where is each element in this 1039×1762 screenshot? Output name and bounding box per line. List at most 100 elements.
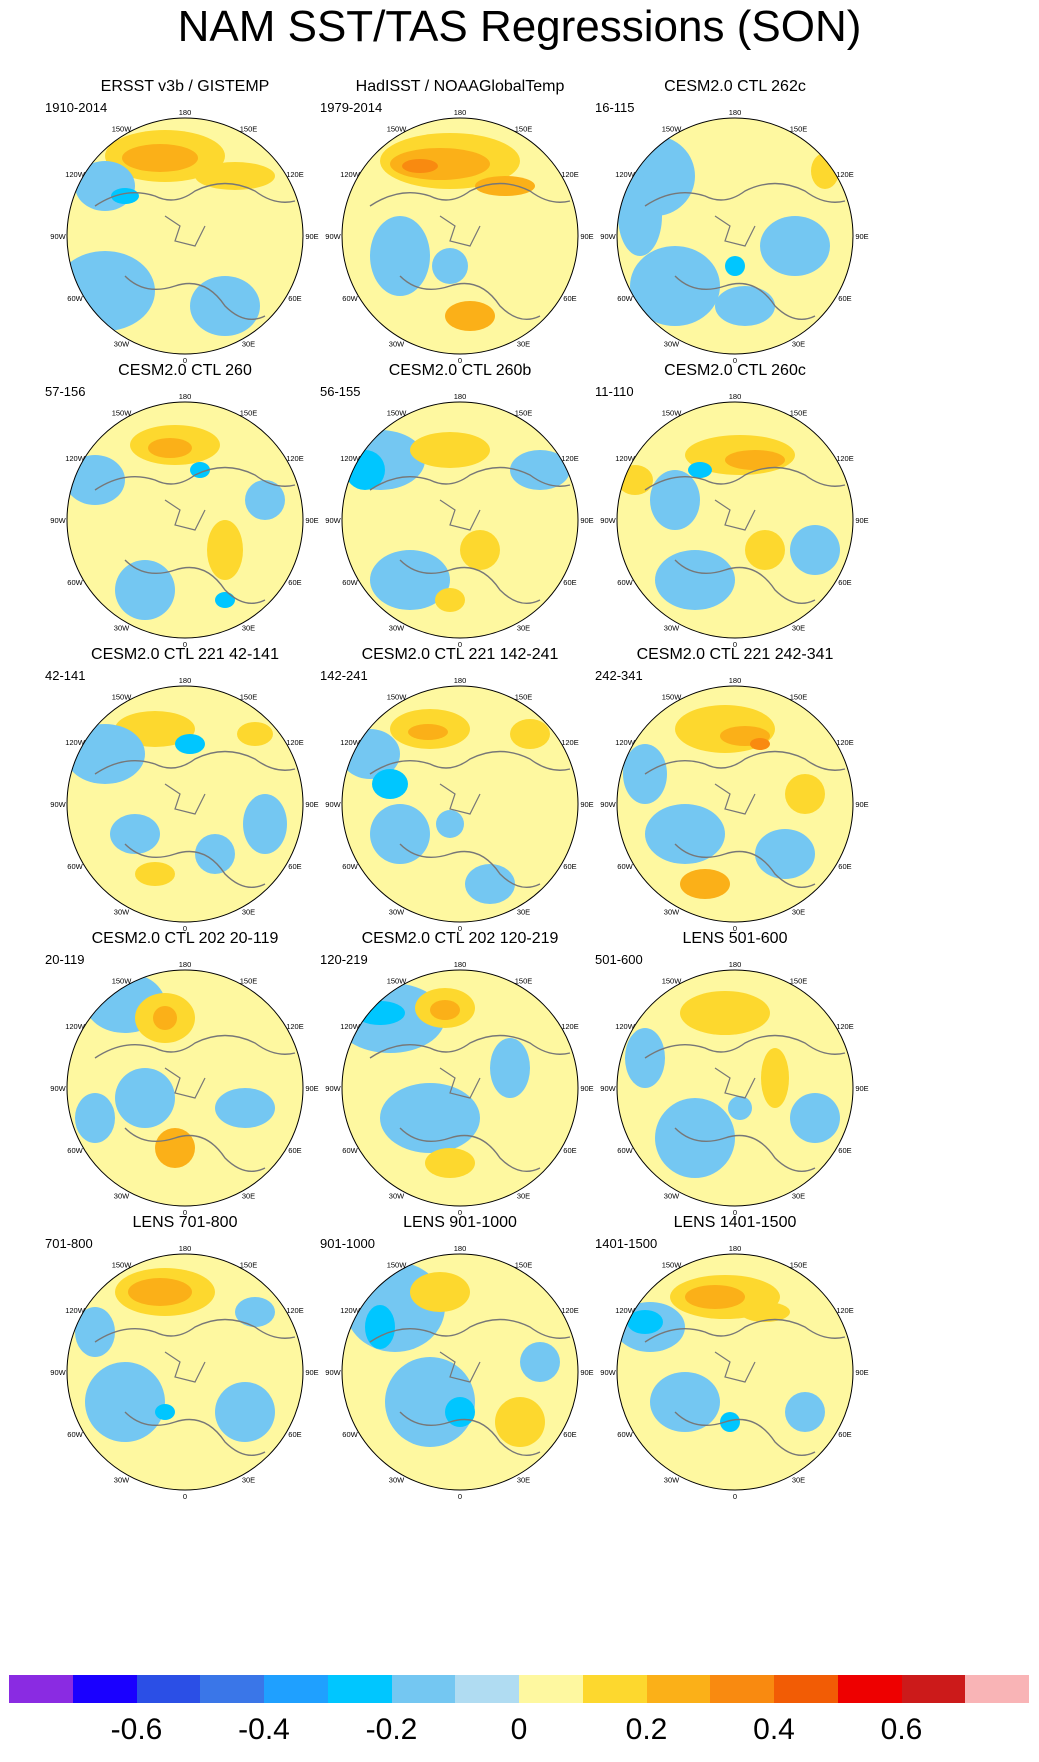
longitude-label: 120W <box>615 170 636 179</box>
anomaly-contour <box>760 216 830 276</box>
longitude-label: 90W <box>600 1084 616 1093</box>
map-border <box>66 685 304 923</box>
longitude-label: 180 <box>729 108 742 117</box>
map-border <box>341 1253 579 1491</box>
coastline <box>94 182 296 207</box>
longitude-label: 90W <box>325 232 341 241</box>
coastline <box>124 559 266 604</box>
polar-map: 180 150E 120E 90E 60E 30E 0 30W 60W 90W 120W 150W <box>50 676 318 933</box>
longitude-label: 180 <box>729 392 742 401</box>
longitude-label: 90E <box>855 232 868 241</box>
polar-map: 180 150E 120E 90E 60E 30E 0 30W 60W 90W 120W 150W <box>50 392 318 649</box>
map-border <box>616 401 854 639</box>
panel-title: CESM2.0 CTL 221 142-241 <box>361 646 559 663</box>
longitude-label: 150E <box>790 693 808 702</box>
longitude-label: 30E <box>242 907 255 916</box>
anomaly-contour <box>410 1272 470 1312</box>
longitude-label: 30E <box>242 1475 255 1484</box>
longitude-label: 150E <box>240 977 258 986</box>
longitude-label: 60E <box>288 1146 301 1155</box>
longitude-label: 180 <box>179 108 192 117</box>
longitude-label: 120W <box>65 170 86 179</box>
coastline <box>369 1034 571 1059</box>
longitude-label: 120E <box>286 170 304 179</box>
colorbar-box <box>774 1675 838 1703</box>
panel-title: LENS 701-800 <box>132 1214 238 1231</box>
longitude-label: 150E <box>240 693 258 702</box>
coastline <box>439 1067 481 1099</box>
anomaly-contour <box>740 1302 790 1322</box>
colorbar-tick-label: -0.6 <box>110 1713 163 1746</box>
anomaly-contour <box>685 1285 745 1309</box>
longitude-label: 90W <box>50 232 66 241</box>
longitude-label: 90W <box>600 800 616 809</box>
panel-period: 16-115 <box>595 100 635 115</box>
longitude-label: 120W <box>65 1022 86 1031</box>
figure-title: NAM SST/TAS Regressions (SON) <box>177 2 862 51</box>
polar-map: 180 150E 120E 90E 60E 30E 0 30W 60W 90W 120W 150W <box>325 108 593 365</box>
colorbar-box <box>391 1675 456 1703</box>
longitude-label: 180 <box>454 108 467 117</box>
colorbar-box <box>901 1675 966 1703</box>
panel-period: 142-241 <box>320 668 368 683</box>
longitude-label: 60W <box>342 862 358 871</box>
longitude-label: 120E <box>561 170 579 179</box>
panel-period: 701-800 <box>45 1236 93 1251</box>
panel-title: CESM2.0 CTL 221 242-341 <box>636 646 834 663</box>
colorbar-tick-label: 0.4 <box>753 1713 795 1746</box>
longitude-label: 0 <box>733 924 737 933</box>
colorbar-tick-label: -0.2 <box>365 1713 418 1746</box>
longitude-label: 180 <box>729 1244 742 1253</box>
longitude-label: 30E <box>517 907 530 916</box>
anomaly-contour <box>155 1404 175 1420</box>
longitude-label: 30E <box>242 1191 255 1200</box>
longitude-label: 0 <box>458 640 462 649</box>
longitude-label: 120E <box>286 1022 304 1031</box>
longitude-label: 30W <box>389 339 405 348</box>
longitude-label: 60W <box>342 1430 358 1439</box>
longitude-label: 180 <box>454 1244 467 1253</box>
longitude-label: 30E <box>792 339 805 348</box>
anomaly-contour <box>725 256 745 276</box>
longitude-label: 60W <box>617 294 633 303</box>
polar-map: 180 150E 120E 90E 60E 30E 0 30W 60W 90W 120W 150W <box>50 960 318 1217</box>
anomaly-contour <box>110 814 160 854</box>
coastline <box>714 783 756 815</box>
anomaly-contour <box>195 162 275 190</box>
longitude-label: 0 <box>458 1208 462 1217</box>
coastline <box>439 1351 481 1383</box>
coastline <box>124 1411 266 1456</box>
panel-period: 42-141 <box>45 668 86 683</box>
colorbar-box <box>264 1675 328 1703</box>
panel-period: 242-341 <box>595 668 643 683</box>
longitude-label: 90E <box>855 1084 868 1093</box>
longitude-label: 90W <box>50 516 66 525</box>
coastline <box>164 1351 206 1383</box>
coastline <box>369 182 571 207</box>
map-border <box>341 685 579 923</box>
map-panel: LENS 501-600 501-600 180 150E 120E 90E 60E 30E 0… <box>585 930 885 1230</box>
longitude-label: 90E <box>580 800 593 809</box>
longitude-label: 150W <box>662 409 683 418</box>
colorbar-tick-label: 0 <box>510 1713 528 1746</box>
anomaly-contour <box>680 869 730 899</box>
longitude-label: 0 <box>183 1208 187 1217</box>
map-border <box>66 117 304 355</box>
polar-map: 180 150E 120E 90E 60E 30E 0 30W 60W 90W 120W 150W <box>600 1244 868 1501</box>
coastline <box>644 750 846 775</box>
anomaly-contour <box>365 1305 395 1349</box>
panel-period: 56-155 <box>320 384 361 399</box>
anomaly-contour <box>215 1088 275 1128</box>
longitude-label: 150E <box>240 1261 258 1270</box>
longitude-label: 90W <box>325 516 341 525</box>
longitude-label: 150W <box>112 977 133 986</box>
longitude-label: 60E <box>838 1146 851 1155</box>
panel-title: CESM2.0 CTL 202 20-119 <box>91 930 279 947</box>
coastline <box>164 215 206 247</box>
map-panel: LENS 901-1000 901-1000 180 150E 120E 90E 60E 30… <box>310 1214 610 1514</box>
longitude-label: 150E <box>515 693 533 702</box>
anomaly-contour <box>148 438 192 458</box>
longitude-label: 120E <box>561 738 579 747</box>
longitude-label: 150W <box>387 409 408 418</box>
anomaly-contour <box>655 1098 735 1178</box>
